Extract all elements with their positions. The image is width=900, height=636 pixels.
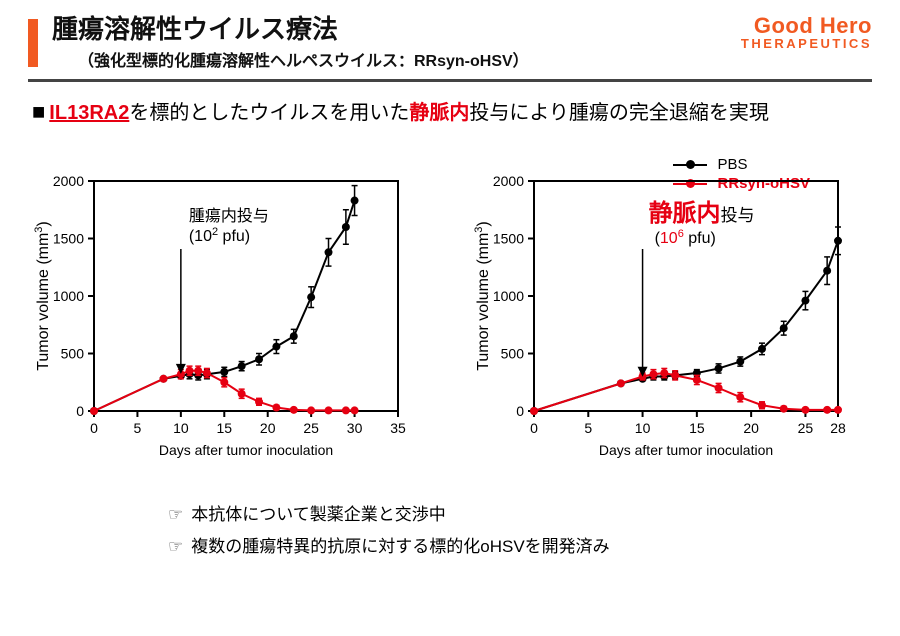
svg-text:(106 pfu): (106 pfu) [655, 228, 716, 247]
svg-text:2000: 2000 [493, 173, 524, 189]
svg-text:25: 25 [798, 420, 814, 436]
svg-text:20: 20 [260, 420, 276, 436]
svg-text:35: 35 [390, 420, 406, 436]
svg-text:Days after tumor inoculation: Days after tumor inoculation [159, 442, 333, 458]
svg-text:15: 15 [689, 420, 705, 436]
target-gene: IL13RA2 [49, 102, 129, 125]
svg-text:10: 10 [635, 420, 651, 436]
svg-text:Days after tumor inoculation: Days after tumor inoculation [599, 442, 773, 458]
svg-text:0: 0 [90, 420, 98, 436]
hand-icon: ☞ [168, 537, 183, 556]
svg-text:1000: 1000 [53, 288, 84, 304]
svg-text:0: 0 [530, 420, 538, 436]
svg-text:腫瘍内投与: 腫瘍内投与 [189, 207, 269, 225]
svg-text:10: 10 [173, 420, 189, 436]
brand-logo: Good Hero THERAPEUTICS [741, 14, 872, 51]
svg-text:25: 25 [303, 420, 319, 436]
headline: ■ IL13RA2 を標的としたウイルスを用いた 静脈内 投与により腫瘍の完全退… [32, 96, 872, 125]
iv-label: 静脈内 [409, 96, 469, 125]
svg-text:1500: 1500 [53, 231, 84, 247]
svg-text:静脈内投与: 静脈内投与 [649, 200, 755, 227]
divider [28, 79, 872, 82]
brand-bottom: THERAPEUTICS [741, 37, 872, 51]
hand-icon: ☞ [168, 505, 183, 524]
bullet-1: ☞ 本抗体について製薬企業と交渉中 [168, 499, 872, 531]
accent-bar [28, 19, 38, 67]
svg-text:0: 0 [516, 403, 524, 419]
chart-left: 0 500 1000 1500 2000 0 5 10 15 20 25 30 35 Days after… [30, 161, 430, 481]
svg-text:500: 500 [501, 346, 525, 362]
charts-row: 050010001500200005101520253035Days after… [28, 161, 872, 481]
svg-text:5: 5 [134, 420, 142, 436]
brand-top: Good Hero [741, 14, 872, 37]
headline-text-2: 投与により腫瘍の完全退縮を実現 [469, 96, 769, 125]
svg-text:Tumor volume (mm3): Tumor volume (mm3) [473, 221, 492, 371]
page-subtitle: （強化型標的化腫瘍溶解性ヘルペスウイルス：RRsyn-oHSV） [78, 47, 529, 71]
svg-text:2000: 2000 [53, 173, 84, 189]
svg-text:28: 28 [830, 420, 846, 436]
headline-text-1: を標的としたウイルスを用いた [129, 96, 409, 125]
svg-text:1500: 1500 [493, 231, 524, 247]
bullet-1-text: 本抗体について製薬企業と交渉中 [191, 505, 446, 524]
bullet-list: ☞ 本抗体について製薬企業と交渉中 ☞ 複数の腫瘍特異的抗原に対する標的化oHSVを… [168, 499, 872, 564]
svg-text:0: 0 [76, 403, 84, 419]
bullet-square: ■ [32, 99, 45, 125]
header: 腫瘍溶解性ウイルス療法 （強化型標的化腫瘍溶解性ヘルペスウイルス：RRsyn-o… [28, 14, 872, 71]
svg-text:(102 pfu): (102 pfu) [189, 226, 250, 245]
svg-text:30: 30 [347, 420, 363, 436]
chart-right: 0 500 1000 1500 2000 0 5 10 15 20 25 28 Days after t… [470, 161, 870, 481]
svg-text:20: 20 [743, 420, 759, 436]
bullet-2-text: 複数の腫瘍特異的抗原に対する標的化oHSVを開発済み [191, 537, 609, 556]
page-title: 腫瘍溶解性ウイルス療法 [52, 14, 529, 45]
svg-text:5: 5 [584, 420, 592, 436]
svg-text:15: 15 [216, 420, 232, 436]
svg-text:1000: 1000 [493, 288, 524, 304]
svg-text:Tumor volume (mm3): Tumor volume (mm3) [33, 221, 52, 371]
svg-text:500: 500 [61, 346, 85, 362]
bullet-2: ☞ 複数の腫瘍特異的抗原に対する標的化oHSVを開発済み [168, 531, 872, 563]
